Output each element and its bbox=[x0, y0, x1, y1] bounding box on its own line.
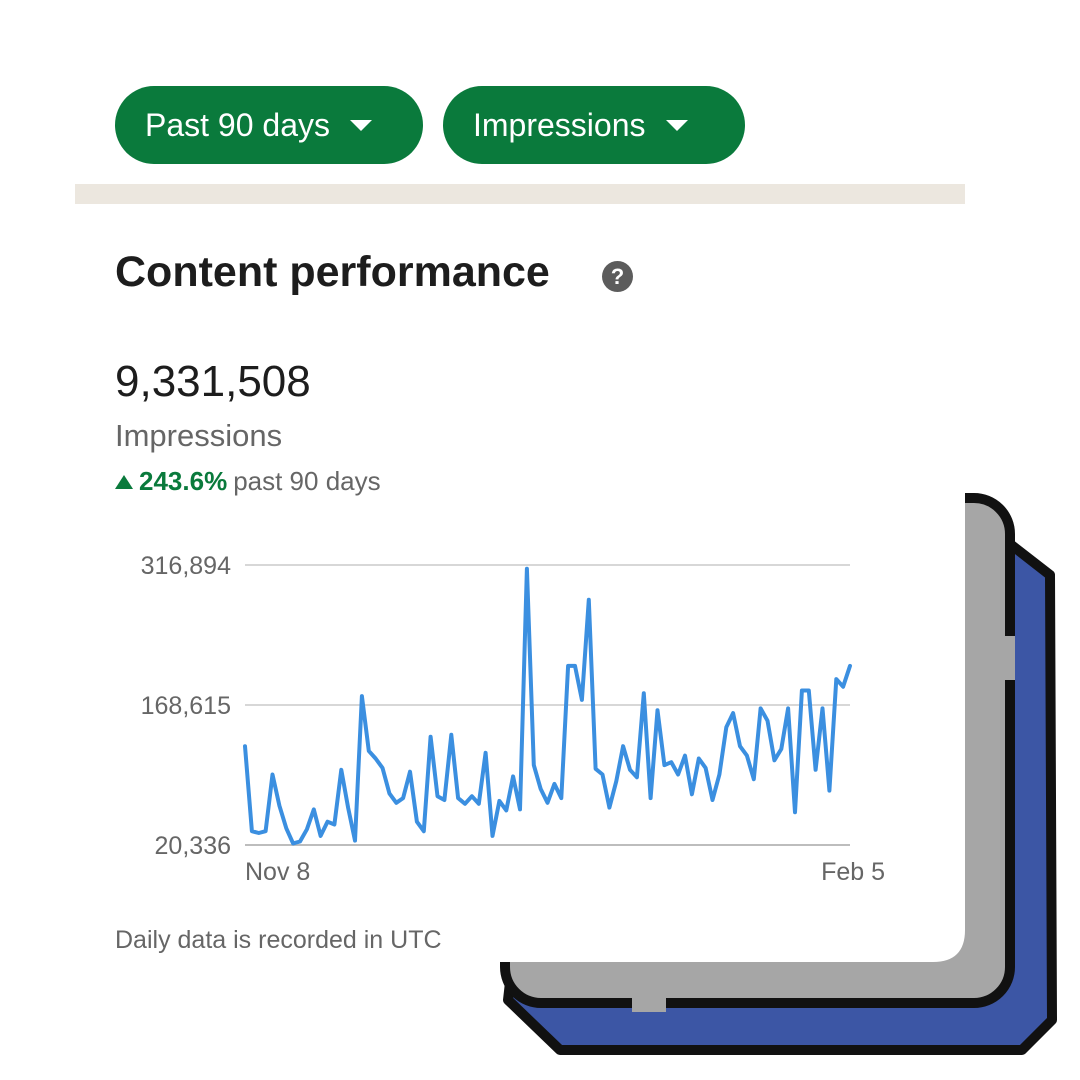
impressions-label: Impressions bbox=[115, 418, 283, 453]
decor-gap-right-1 bbox=[999, 636, 1015, 680]
x-tick-label-end: Feb 5 bbox=[821, 858, 885, 886]
y-tick-label: 316,894 bbox=[141, 552, 231, 580]
y-tick-label: 20,336 bbox=[155, 832, 231, 860]
triangle-up-icon bbox=[115, 474, 133, 489]
change-indicator: 243.6% past 90 days bbox=[115, 466, 381, 497]
metric-dropdown[interactable]: Impressions bbox=[443, 86, 745, 164]
x-tick-label-start: Nov 8 bbox=[245, 858, 310, 886]
chart-y-tick-labels: 316,894 168,615 20,336 bbox=[141, 552, 231, 860]
section-title: Content performance bbox=[115, 248, 550, 296]
question-circle-icon[interactable]: ? bbox=[602, 261, 633, 292]
section-divider bbox=[75, 184, 965, 204]
y-tick-label: 168,615 bbox=[141, 692, 231, 720]
date-range-label: Past 90 days bbox=[145, 106, 330, 143]
utc-footnote: Daily data is recorded in UTC bbox=[115, 926, 442, 954]
chart-series bbox=[243, 566, 852, 846]
change-period: past 90 days bbox=[233, 466, 381, 496]
decor-gap-bottom-1 bbox=[632, 996, 666, 1012]
impressions-total: 9,331,508 bbox=[115, 357, 311, 406]
metric-label: Impressions bbox=[473, 106, 646, 143]
date-range-dropdown[interactable]: Past 90 days bbox=[115, 86, 423, 164]
change-percent: 243.6% bbox=[139, 466, 228, 496]
series-line-impressions bbox=[243, 566, 852, 846]
caret-down-icon bbox=[350, 119, 372, 131]
caret-down-icon bbox=[665, 119, 688, 131]
chart-gridlines bbox=[245, 564, 850, 846]
chart-x-tick-labels: Nov 8 Feb 5 bbox=[245, 858, 885, 886]
